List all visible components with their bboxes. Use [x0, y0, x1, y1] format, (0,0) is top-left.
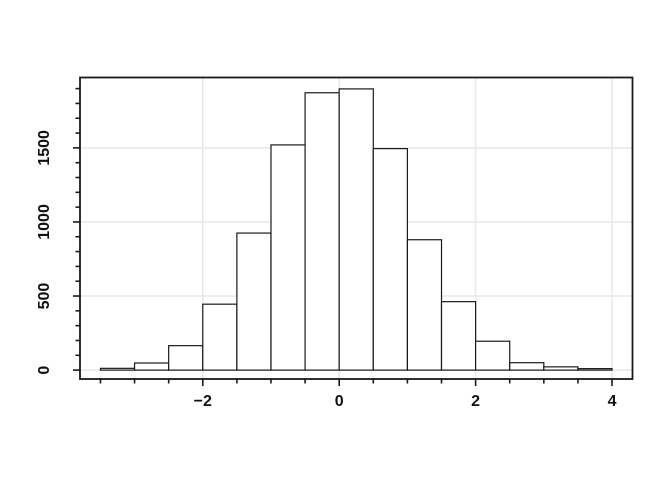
histogram-bar	[236, 232, 272, 371]
histogram-bar	[202, 303, 238, 371]
histogram-bar	[577, 368, 613, 371]
y-tick-label: 500	[36, 283, 53, 310]
plot-border	[79, 76, 634, 380]
x-tick-label: −2	[194, 393, 212, 410]
y-tick-label: 0	[36, 366, 53, 375]
histogram-bar	[406, 239, 443, 371]
histogram-bar	[99, 367, 136, 371]
x-tick-label: 2	[471, 393, 480, 410]
histogram-bar	[440, 301, 477, 371]
histogram-bar	[543, 366, 579, 371]
y-tick-label: 1000	[36, 204, 53, 240]
histogram-bar	[133, 362, 170, 371]
histogram-bar	[168, 345, 204, 371]
histogram-bar	[270, 144, 306, 371]
histogram-bar	[338, 88, 374, 371]
x-tick-label: 4	[608, 393, 617, 410]
y-tick-label: 1500	[36, 130, 53, 166]
histogram-bar	[304, 92, 340, 371]
histogram-bar	[372, 148, 409, 371]
x-tick-label: 0	[335, 393, 344, 410]
histogram-bar	[475, 340, 511, 371]
histogram-bar	[509, 362, 545, 371]
